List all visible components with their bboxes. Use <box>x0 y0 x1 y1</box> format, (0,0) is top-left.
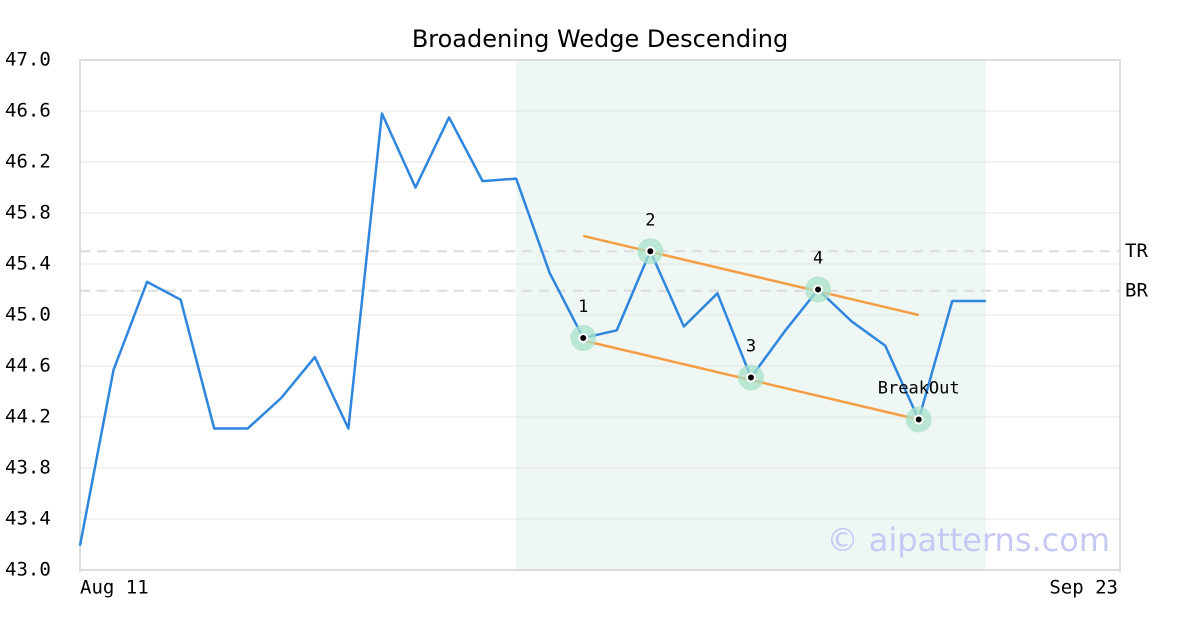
pivot-dot <box>913 414 924 425</box>
watermark: © aipatterns.com <box>827 521 1110 559</box>
level-label: TR <box>1125 240 1148 262</box>
y-tick-label: 46.2 <box>5 151 51 173</box>
pivot-label: 1 <box>578 297 588 317</box>
pivot-label: BreakOut <box>878 379 960 399</box>
chart-title: Broadening Wedge Descending <box>412 25 788 53</box>
pivot-dot <box>645 246 656 257</box>
price-line <box>78 112 986 547</box>
y-tick-label: 45.4 <box>5 253 51 275</box>
level-label: BR <box>1125 279 1148 301</box>
pivot-label: 3 <box>746 336 756 356</box>
y-tick-label: 46.6 <box>5 100 51 122</box>
pivot-label: 2 <box>645 210 655 230</box>
y-tick-label: 43.8 <box>5 457 51 479</box>
pivot-dot <box>578 332 589 343</box>
y-tick-label: 47.0 <box>5 49 51 71</box>
pivot-dot <box>813 284 824 295</box>
x-tick-label: Sep 23 <box>1049 577 1118 599</box>
y-tick-label: 43.0 <box>5 559 51 581</box>
x-tick-label: Aug 11 <box>80 577 149 599</box>
y-tick-label: 44.2 <box>5 406 51 428</box>
pivot-label: 4 <box>813 249 823 269</box>
y-tick-label: 45.0 <box>5 304 51 326</box>
pivot-dot <box>745 372 756 383</box>
y-tick-label: 44.6 <box>5 355 51 377</box>
y-tick-label: 45.8 <box>5 202 51 224</box>
plot-frame <box>79 59 1121 571</box>
y-tick-label: 43.4 <box>5 508 51 530</box>
